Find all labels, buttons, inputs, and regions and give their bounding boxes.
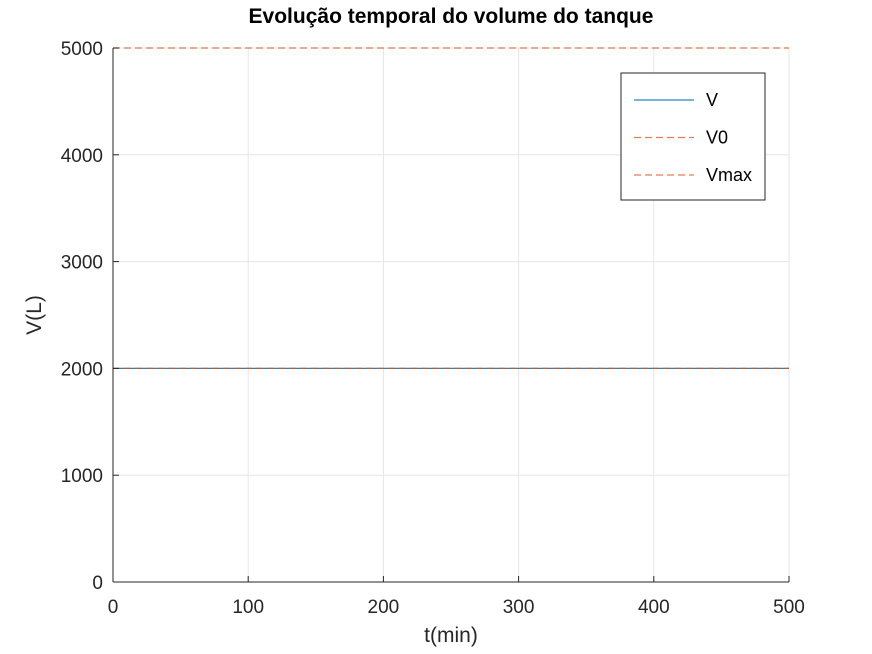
y-tick-label: 2000 — [61, 359, 103, 380]
x-tick-label: 400 — [638, 597, 670, 618]
x-tick-label: 100 — [232, 597, 264, 618]
x-axis-label: t(min) — [424, 624, 478, 647]
legend-label-v0: V0 — [706, 128, 728, 148]
legend-box — [620, 72, 766, 201]
y-tick-label: 4000 — [61, 146, 103, 167]
legend: V V0 Vmax — [620, 72, 766, 201]
x-tick-label: 300 — [503, 597, 535, 618]
y-tick-label: 0 — [92, 573, 103, 594]
series-group — [113, 47, 789, 370]
legend-label-vmax: Vmax — [706, 165, 752, 185]
legend-label-v: V — [706, 90, 718, 110]
y-tick-label: 1000 — [61, 466, 103, 487]
y-tick-label: 3000 — [61, 253, 103, 274]
axes — [112, 47, 790, 583]
y-axis-label: V(L) — [23, 295, 46, 335]
chart-title: Evolução temporal do volume do tanque — [249, 5, 654, 28]
x-tick-label: 0 — [108, 597, 119, 618]
x-tick-label: 200 — [368, 597, 400, 618]
y-tick-label: 5000 — [61, 39, 103, 60]
x-tick-label: 500 — [773, 597, 805, 618]
